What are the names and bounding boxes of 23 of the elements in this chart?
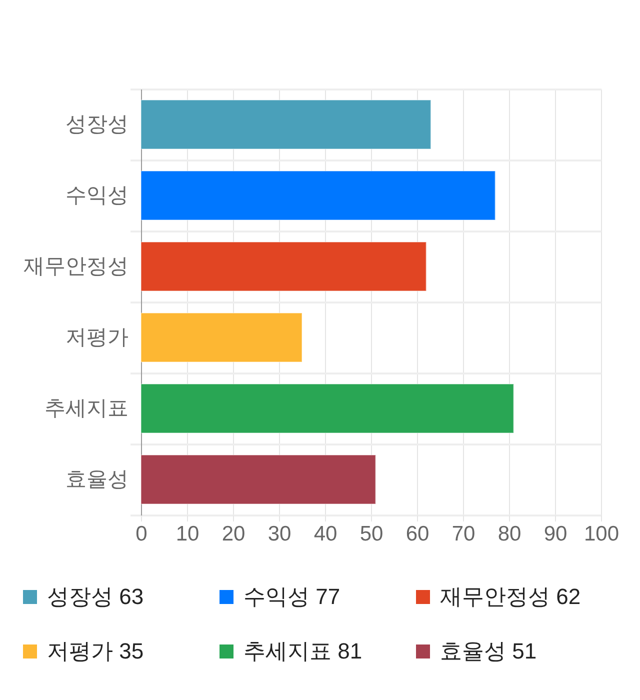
- x-tick-label: 10: [176, 522, 200, 546]
- x-tick-label: 60: [406, 522, 430, 546]
- x-tick-label: 0: [136, 522, 148, 546]
- x-tick-label: 90: [544, 522, 568, 546]
- legend-label: 수익성 77: [244, 584, 340, 609]
- y-tick-label: 저평가: [66, 326, 128, 349]
- legend-label: 추세지표 81: [244, 638, 362, 664]
- legend-label: 저평가 35: [47, 638, 144, 664]
- x-tick-label: 40: [314, 522, 338, 546]
- x-tick-label: 30: [268, 522, 292, 546]
- y-tick-label: 추세지표: [44, 397, 128, 420]
- y-tick-label: 재무안정성: [24, 255, 128, 278]
- legend-label: 재무안정성 62: [440, 584, 581, 609]
- x-tick-label: 50: [360, 522, 384, 546]
- x-tick-label: 20: [222, 522, 246, 546]
- x-tick-label: 80: [498, 522, 522, 546]
- legend-label: 성장성 63: [47, 584, 144, 609]
- x-tick-label: 70: [452, 522, 476, 546]
- y-tick-label: 효율성: [66, 468, 128, 491]
- legend-label: 효율성 51: [440, 638, 537, 664]
- y-tick-label: 성장성: [66, 113, 128, 136]
- x-tick-label: 100: [584, 522, 620, 546]
- y-tick-label: 수익성: [66, 184, 128, 207]
